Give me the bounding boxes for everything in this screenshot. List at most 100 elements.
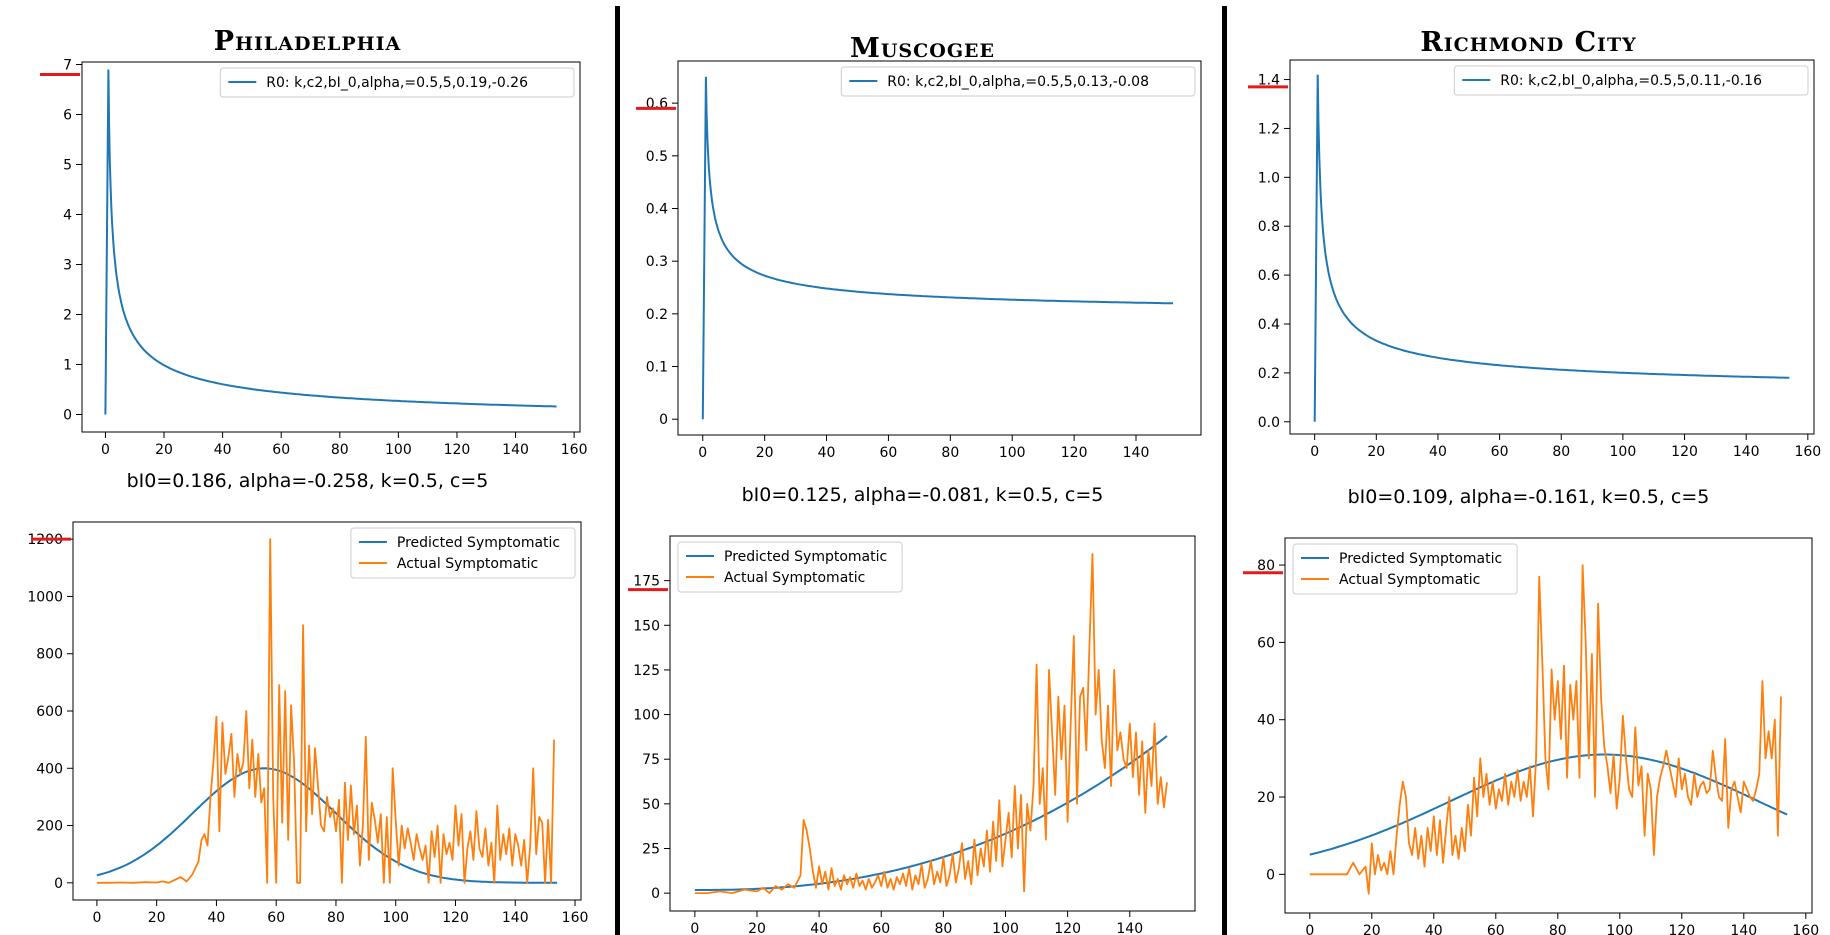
x-tick-label: 40 [1425, 923, 1443, 935]
x-tick-label: 0 [690, 921, 699, 935]
y-tick-label: 200 [36, 819, 63, 835]
x-tick-label: 120 [1668, 923, 1695, 935]
x-tick-label: 0 [92, 910, 101, 926]
plot-frame [1289, 59, 1815, 435]
y-tick-label: 175 [633, 574, 660, 590]
x-tick-label: 80 [1549, 923, 1567, 935]
x-tick-label: 20 [756, 445, 774, 461]
legend-label: Predicted Symptomatic [724, 549, 887, 565]
y-tick-label: 75 [642, 752, 660, 768]
x-tick-label: 140 [1116, 921, 1143, 935]
x-tick-label: 40 [818, 445, 836, 461]
column-divider [1222, 6, 1227, 935]
x-tick-label: 20 [748, 921, 766, 935]
legend-label: R0: k,c2,bI_0,alpha,=0.5,5,0.13,-0.08 [887, 74, 1149, 90]
plot-frame [81, 61, 581, 433]
x-tick-label: 60 [872, 921, 890, 935]
x-tick-label: 120 [442, 910, 469, 926]
y-tick-label: 60 [1257, 635, 1275, 651]
x-tick-label: 40 [214, 442, 232, 458]
actual-series-line [1309, 564, 1782, 895]
legend-box [219, 67, 575, 98]
x-tick-label: 20 [1367, 444, 1385, 460]
y-tick-label: 600 [36, 704, 63, 720]
y-tick-label: 1.0 [1258, 170, 1280, 186]
legend-box [677, 541, 903, 593]
params-label: bI0=0.125, alpha=-0.081, k=0.5, c=5 [741, 484, 1104, 506]
x-tick-label: 80 [1552, 444, 1570, 460]
city-title: Muscogee [849, 33, 996, 64]
symptomatic-chart: 0 20 40 60 80 100 120 140 160 0 20 40 60 80 Predicted … [1243, 537, 1819, 935]
y-tick-label: 40 [1257, 713, 1275, 729]
y-tick-label: 0 [54, 876, 63, 892]
y-tick-label: 0.1 [646, 360, 668, 376]
plot-frame [669, 535, 1196, 912]
y-tick-label: 5 [63, 158, 72, 174]
x-tick-label: 120 [1671, 444, 1698, 460]
panel-richmond-city: Richmond City 0 20 40 60 80 100 120 140 160 0.0 0.… [1227, 0, 1830, 935]
actual-series-line [694, 553, 1168, 894]
legend-label: R0: k,c2,bI_0,alpha,=0.5,5,0.19,-0.26 [266, 75, 528, 91]
y-tick-label: 4 [63, 208, 72, 224]
x-tick-label: 140 [1730, 923, 1757, 935]
panel-muscogee: Muscogee 0 20 40 60 80 100 120 140 0 0.1 0.2 0.3 0.4… [620, 0, 1225, 935]
x-tick-label: 40 [810, 921, 828, 935]
legend-label: Actual Symptomatic [1339, 572, 1480, 588]
x-tick-label: 0 [101, 442, 110, 458]
r0-chart: 0 20 40 60 80 100 120 140 160 0 1 2 3 4 5 6 7 R0: k,c2,bI… [40, 58, 588, 458]
x-tick-label: 160 [561, 442, 588, 458]
x-tick-label: 160 [1794, 444, 1821, 460]
panel-philadelphia: Philadelphia 0 20 40 60 80 100 120 140 160 0 1 2 3 4 5… [0, 0, 615, 935]
x-tick-label: 20 [1363, 923, 1381, 935]
x-tick-label: 140 [1123, 445, 1150, 461]
y-tick-label: 0.4 [1258, 317, 1280, 333]
y-tick-label: 0 [63, 408, 72, 424]
x-tick-label: 140 [1733, 444, 1760, 460]
y-tick-label: 125 [633, 663, 660, 679]
y-tick-label: 0.6 [1258, 268, 1280, 284]
x-tick-label: 60 [880, 445, 898, 461]
symptomatic-chart: 0204060801001201401600200400600800100012… [27, 521, 588, 926]
city-title: Philadelphia [213, 26, 402, 57]
y-tick-label: 0.0 [1258, 415, 1280, 431]
x-tick-label: 0 [1305, 923, 1314, 935]
x-tick-label: 20 [155, 442, 173, 458]
r0-series-line [1313, 74, 1790, 422]
y-tick-label: 1.4 [1258, 73, 1280, 89]
y-tick-label: 1 [63, 358, 72, 374]
y-tick-label: 0 [1266, 867, 1275, 883]
y-tick-label: 0.2 [1258, 366, 1280, 382]
x-tick-label: 160 [1792, 923, 1819, 935]
y-tick-label: 0.4 [646, 201, 668, 217]
y-tick-label: 50 [642, 797, 660, 813]
x-tick-label: 80 [941, 445, 959, 461]
y-tick-label: 0.8 [1258, 219, 1280, 235]
plot-frame [677, 60, 1202, 436]
y-tick-label: 80 [1257, 558, 1275, 574]
y-tick-label: 20 [1257, 790, 1275, 806]
x-tick-label: 60 [267, 910, 285, 926]
legend-label: Predicted Symptomatic [1339, 551, 1502, 567]
x-tick-label: 80 [327, 910, 345, 926]
y-tick-label: 25 [642, 842, 660, 858]
y-tick-label: 1.2 [1258, 121, 1280, 137]
legend-box [1453, 65, 1809, 96]
actual-series-line [96, 538, 555, 884]
y-tick-label: 0.3 [646, 254, 668, 270]
x-tick-label: 140 [502, 442, 529, 458]
x-tick-label: 140 [502, 910, 529, 926]
x-tick-label: 100 [385, 442, 412, 458]
x-tick-label: 40 [208, 910, 226, 926]
r0-series-line [701, 76, 1174, 420]
r0-chart: 0 20 40 60 80 100 120 140 160 0.0 0.2 0.4 0.6 0.8 1.0 1… [1248, 59, 1821, 460]
params-label: bI0=0.109, alpha=-0.161, k=0.5, c=5 [1347, 486, 1710, 508]
x-tick-label: 100 [382, 910, 409, 926]
legend-box [840, 66, 1196, 97]
city-title: Richmond City [1420, 27, 1637, 58]
plot-frame [1284, 537, 1813, 914]
x-tick-label: 20 [148, 910, 166, 926]
x-tick-label: 0 [698, 445, 707, 461]
legend-box [350, 527, 576, 579]
r0-series-line [104, 69, 557, 415]
y-tick-label: 1000 [27, 589, 63, 605]
